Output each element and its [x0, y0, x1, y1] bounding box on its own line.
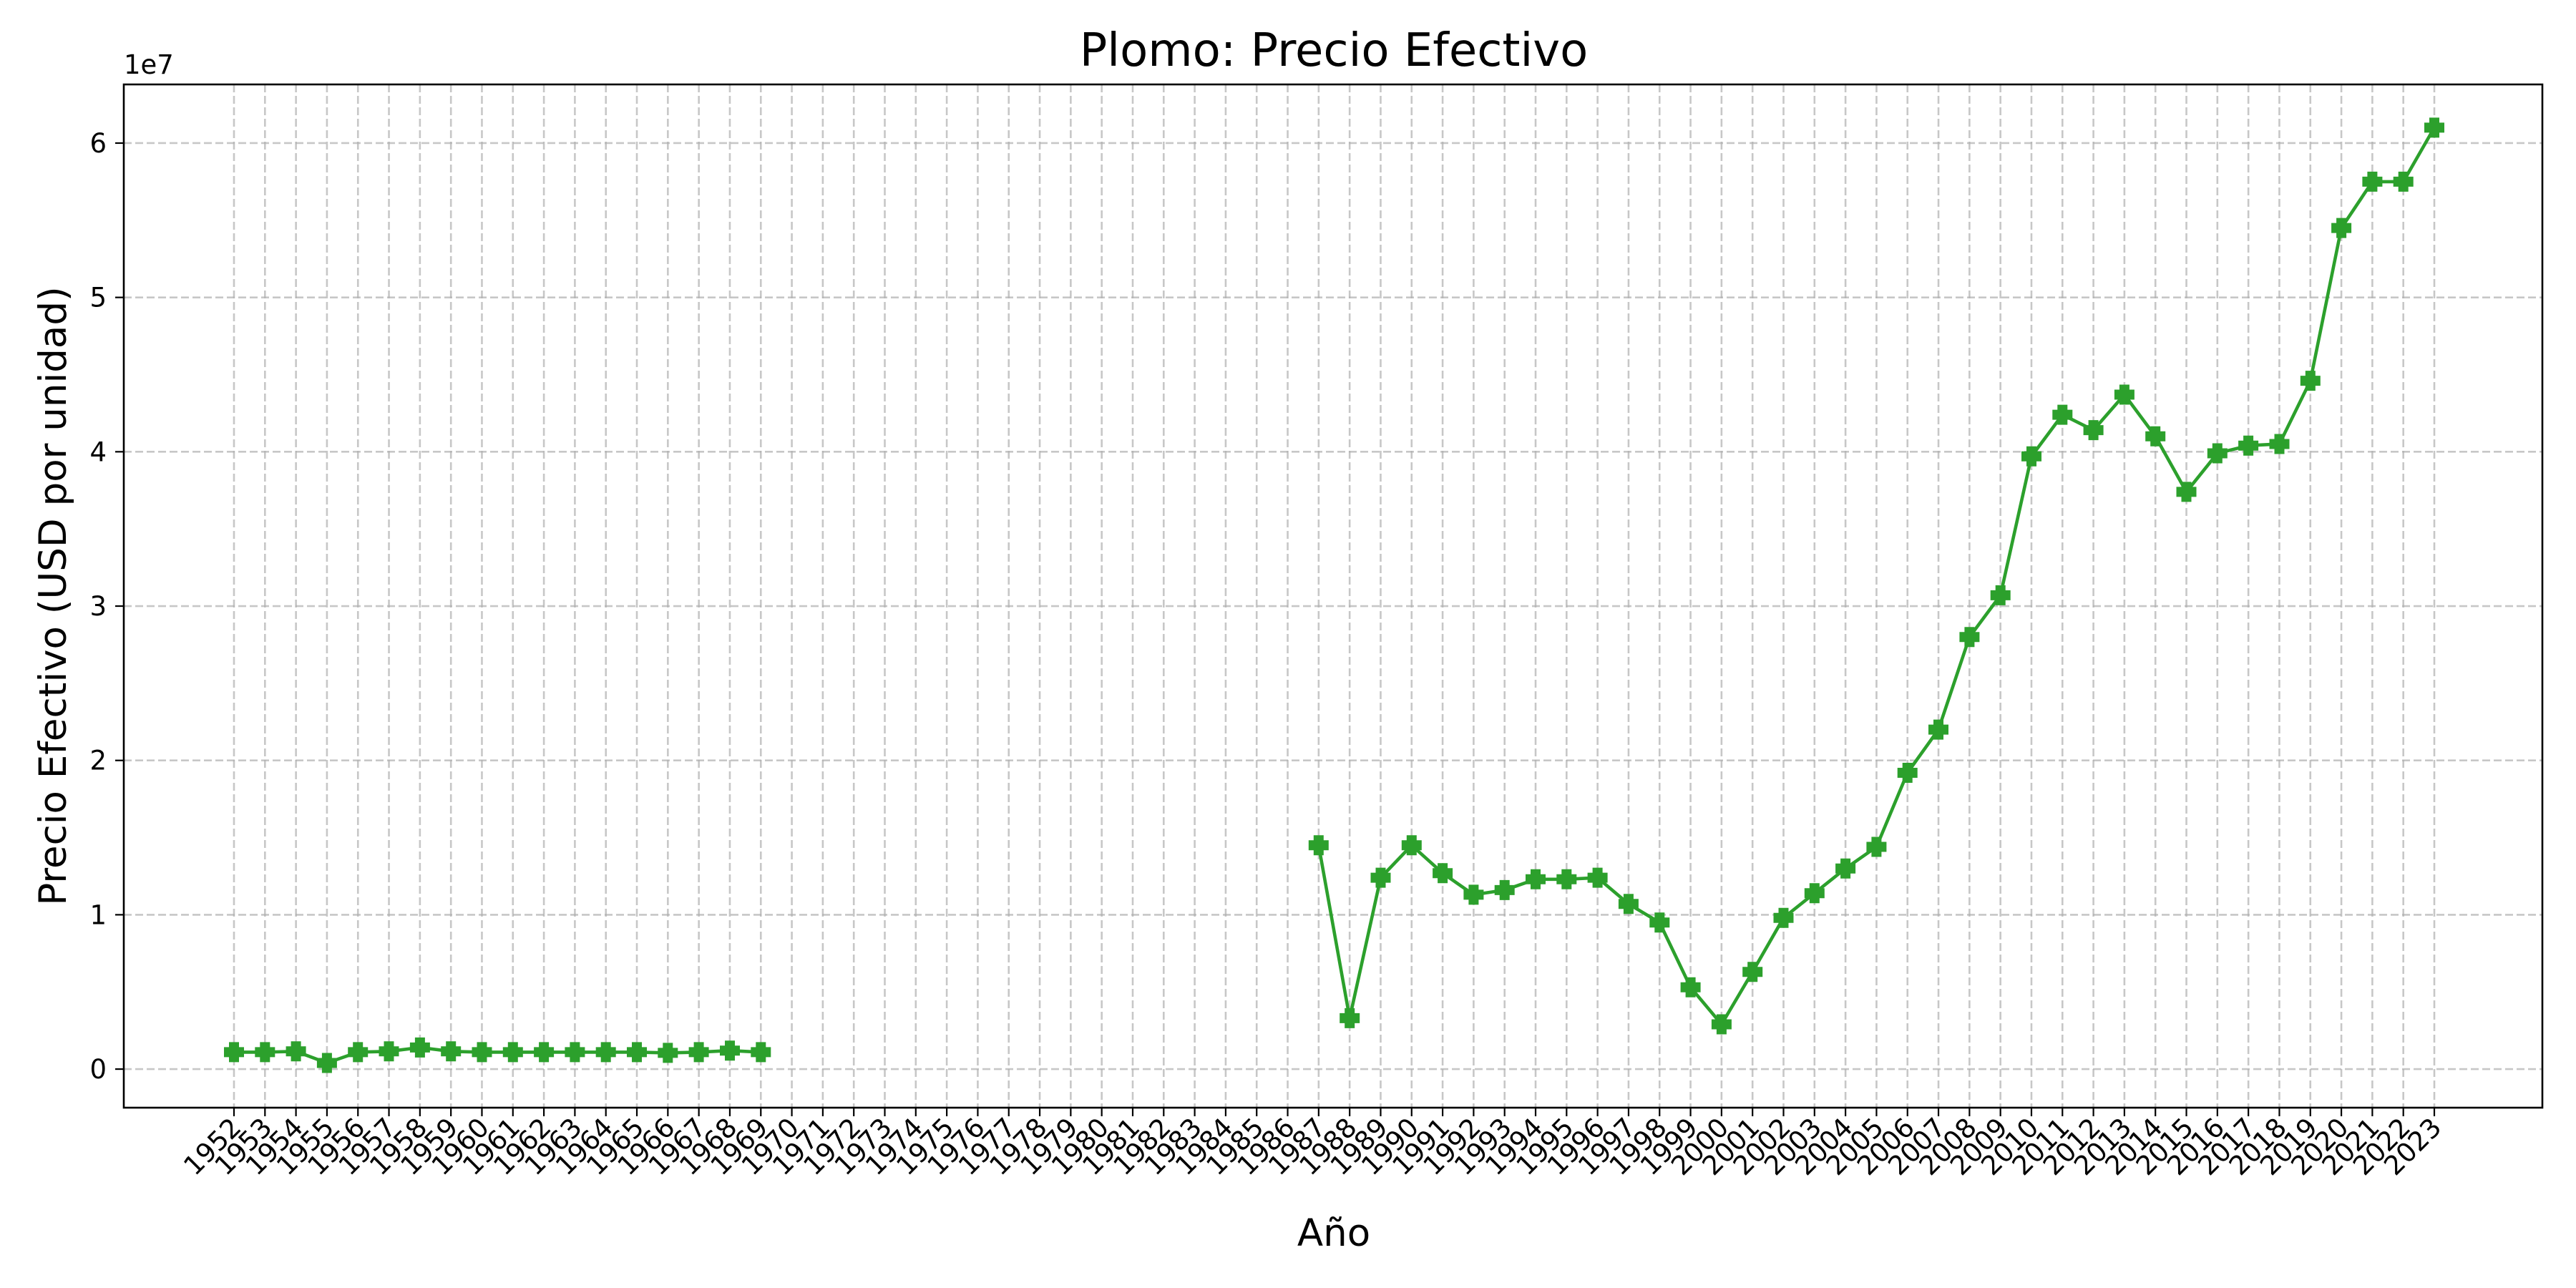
data-point-marker: [658, 1043, 678, 1063]
data-point-marker: [595, 1042, 616, 1063]
data-point-marker: [1401, 835, 1422, 856]
data-point-marker: [1711, 1014, 1732, 1035]
data-point-marker: [1433, 863, 1453, 884]
grid: [124, 84, 2542, 1108]
y-tick-label: 3: [89, 591, 107, 622]
data-point-marker: [1680, 977, 1701, 997]
data-point-marker: [2362, 171, 2383, 192]
data-point-marker: [441, 1041, 462, 1062]
data-point-marker: [1463, 884, 1484, 905]
data-point-marker: [751, 1042, 771, 1063]
y-tick-label: 4: [89, 436, 107, 467]
data-point-marker: [2021, 446, 2041, 467]
data-point-marker: [1773, 907, 1794, 928]
data-point-marker: [2114, 384, 2135, 405]
data-point-marker: [627, 1042, 647, 1063]
data-point-marker: [348, 1042, 369, 1063]
data-point-marker: [565, 1042, 585, 1063]
data-point-marker: [1494, 879, 1515, 900]
data-point-marker: [2269, 434, 2290, 454]
data-point-marker: [1866, 836, 1887, 857]
data-point-marker: [286, 1041, 306, 1062]
y-offset-label: 1e7: [124, 49, 174, 80]
data-point-marker: [1990, 585, 2011, 605]
data-point-marker: [1340, 1008, 1360, 1028]
plot-frame: [122, 83, 2544, 1109]
data-point-marker: [688, 1042, 709, 1063]
data-point-marker: [1308, 835, 1329, 856]
y-tick-label: 0: [89, 1054, 107, 1085]
data-point-marker: [2238, 435, 2259, 456]
series-line: [232, 1045, 763, 1065]
data-point-marker: [2300, 371, 2321, 391]
data-point-marker: [2052, 404, 2073, 425]
data-point-marker: [534, 1042, 555, 1063]
data-point-marker: [1618, 894, 1639, 914]
x-axis-label: Año: [1297, 1211, 1370, 1255]
data-point-marker: [1959, 627, 1980, 648]
data-point-marker: [1526, 869, 1546, 889]
data-point-marker: [1370, 867, 1391, 888]
data-point-marker: [2207, 443, 2228, 464]
data-point-marker: [2176, 482, 2197, 502]
data-point-marker: [1897, 763, 1918, 783]
data-point-marker: [1649, 912, 1670, 933]
data-point-marker: [255, 1042, 275, 1063]
data-series: [224, 117, 2444, 1073]
data-point-marker: [502, 1042, 523, 1063]
data-point-marker: [379, 1041, 399, 1062]
data-point-marker: [1742, 962, 1763, 982]
y-axis-label: Precio Efectivo (USD por unidad): [31, 286, 75, 905]
y-axis-ticks: 0 1 2 3 4 5 6: [89, 128, 124, 1085]
x-axis-ticks: 1952195319541955195619571958195919601961…: [177, 1108, 2447, 1181]
data-point-marker: [2083, 420, 2104, 441]
data-point-marker: [2424, 117, 2444, 138]
data-point-marker: [2393, 171, 2414, 192]
y-tick-label: 1: [89, 899, 107, 930]
y-tick-label: 5: [89, 283, 107, 313]
chart-title: Plomo: Precio Efectivo: [1080, 24, 1589, 77]
y-tick-label: 2: [89, 746, 107, 776]
data-point-marker: [1587, 867, 1608, 888]
data-point-marker: [720, 1040, 740, 1061]
data-point-marker: [409, 1037, 430, 1058]
data-point-marker: [1928, 719, 1948, 740]
data-point-marker: [1804, 883, 1825, 904]
data-point-marker: [472, 1042, 492, 1063]
data-point-marker: [316, 1053, 337, 1073]
data-point-marker: [1556, 869, 1577, 889]
data-point-marker: [2331, 218, 2352, 238]
data-point-marker: [1835, 858, 1856, 879]
y-tick-label: 6: [89, 128, 107, 159]
data-point-marker: [224, 1042, 244, 1063]
data-point-marker: [2145, 426, 2166, 447]
